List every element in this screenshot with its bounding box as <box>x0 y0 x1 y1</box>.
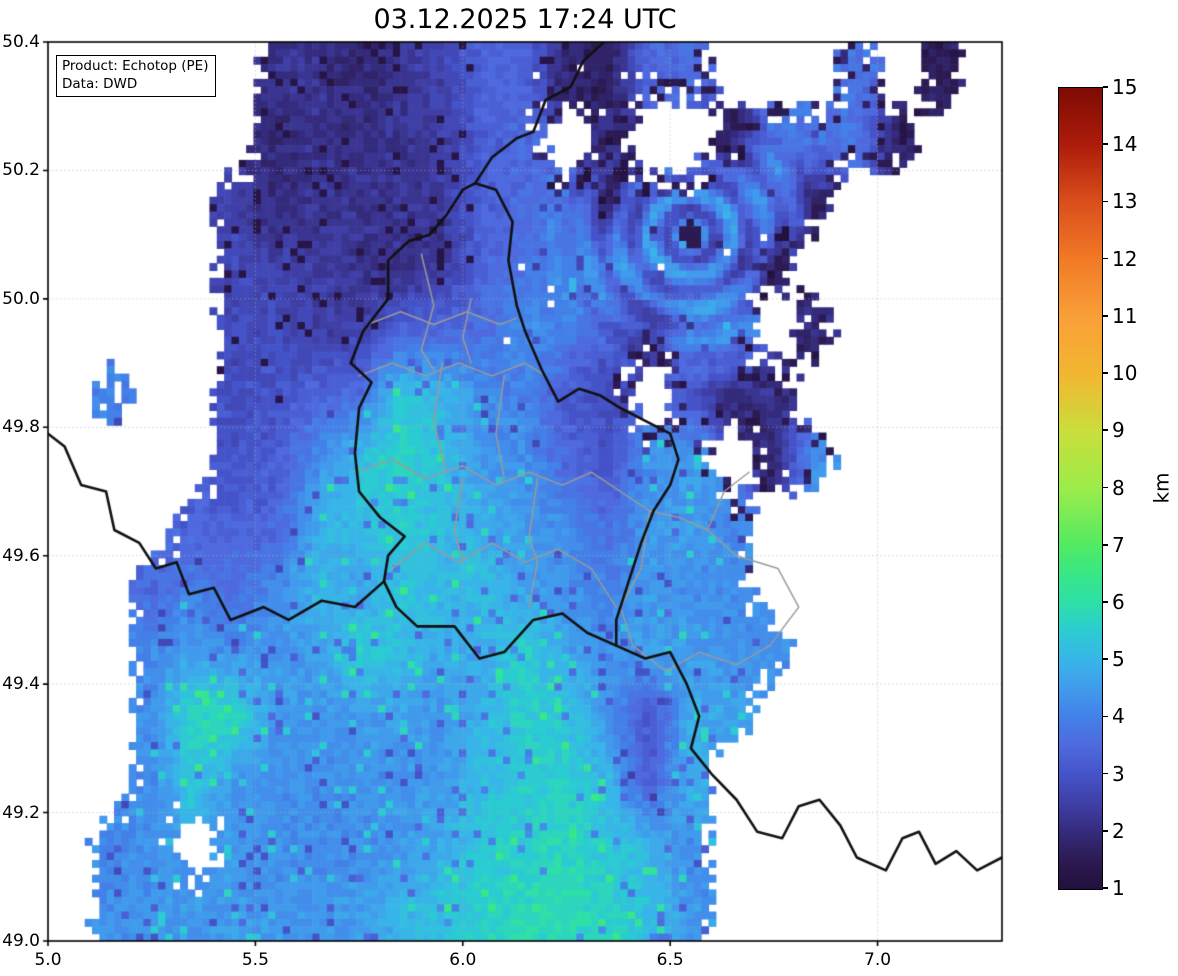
colorbar-tickmark <box>1103 257 1108 260</box>
colorbar-tick-label: 13 <box>1112 189 1138 214</box>
colorbar <box>1058 87 1103 890</box>
colorbar-tick-label: 7 <box>1112 532 1125 557</box>
colorbar-tickmark <box>1103 829 1108 832</box>
product-label: Product: Echotop (PE) <box>62 58 209 74</box>
colorbar-tickmark <box>1103 772 1108 775</box>
data-source-label: Data: DWD <box>62 75 138 92</box>
colorbar-tickmark <box>1103 486 1108 489</box>
colorbar-tick-label: 15 <box>1112 75 1138 99</box>
x-tick-label: 6.5 <box>656 950 684 970</box>
colorbar-tickmark <box>1103 372 1108 374</box>
y-tick-label: 49.2 <box>2 802 40 823</box>
colorbar-tick-label: 1 <box>1112 876 1125 900</box>
y-tick-label: 50.4 <box>2 32 40 52</box>
colorbar-tickmark <box>1103 86 1108 88</box>
colorbar-tick-label: 2 <box>1112 818 1125 843</box>
y-tick-label: 49.6 <box>2 545 40 566</box>
y-tick-label: 49.4 <box>2 674 40 695</box>
colorbar-tickmark <box>1103 601 1108 603</box>
colorbar-tick-label: 12 <box>1112 246 1138 271</box>
colorbar-unit-label: km <box>1149 471 1174 504</box>
x-tick-label: 5.5 <box>241 950 269 970</box>
colorbar-tick-label: 14 <box>1112 132 1138 157</box>
colorbar-tick-label: 10 <box>1112 361 1138 386</box>
product-info-box: Product: Echotop (PE) Data: DWD <box>56 55 217 98</box>
colorbar-tickmark <box>1103 715 1108 718</box>
colorbar-tickmark <box>1103 143 1108 145</box>
x-tick-label: 5.0 <box>34 950 62 970</box>
x-tick-label: 7.0 <box>864 950 892 970</box>
colorbar-tick-label: 3 <box>1112 761 1125 786</box>
colorbar-tickmark <box>1103 200 1108 203</box>
y-tick-label: 49.8 <box>2 417 40 438</box>
colorbar-tickmark <box>1103 658 1108 660</box>
y-tick-label: 49.0 <box>2 931 40 951</box>
colorbar-tick-label: 9 <box>1112 418 1125 443</box>
colorbar-tickmark <box>1103 315 1108 317</box>
colorbar-tick-label: 6 <box>1112 589 1125 614</box>
colorbar-tick-label: 11 <box>1112 303 1138 328</box>
colorbar-tick-label: 5 <box>1112 647 1125 672</box>
colorbar-tick-label: 4 <box>1112 704 1125 729</box>
colorbar-tickmark <box>1103 887 1108 889</box>
x-tick-label: 6.0 <box>449 950 477 970</box>
plot-title: 03.12.2025 17:24 UTC <box>373 4 677 35</box>
y-tick-label: 50.0 <box>2 288 40 309</box>
colorbar-tickmark <box>1103 429 1108 432</box>
y-tick-label: 50.2 <box>2 160 40 181</box>
colorbar-tickmark <box>1103 543 1108 546</box>
colorbar-tick-label: 8 <box>1112 475 1125 500</box>
